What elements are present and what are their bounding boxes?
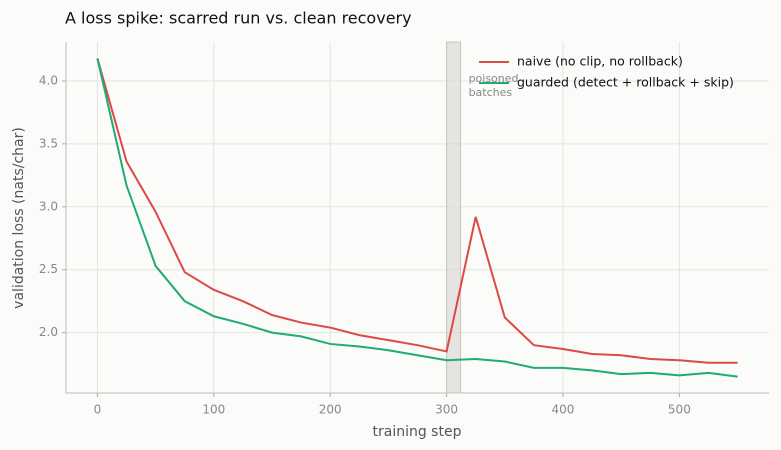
x-tick-label: 100 <box>202 403 225 417</box>
x-axis-label: training step <box>373 424 462 440</box>
x-tick-label: 0 <box>94 403 102 417</box>
x-tick-label: 200 <box>319 403 342 417</box>
y-tick-label: 2.5 <box>39 262 58 276</box>
y-tick-label: 3.5 <box>39 136 58 150</box>
y-axis-label: validation loss (nats/char) <box>11 127 27 309</box>
series-line <box>96 58 738 378</box>
x-tick-label: 300 <box>435 403 458 417</box>
legend-label: guarded (detect + rollback + skip) <box>517 75 734 90</box>
shade-label: batches <box>469 86 513 99</box>
y-tick-label: 4.0 <box>39 74 58 88</box>
series-line <box>96 58 738 364</box>
shade-label: poisoned <box>469 72 519 85</box>
y-tick-label: 2.0 <box>39 325 58 339</box>
x-tick-label: 400 <box>552 403 575 417</box>
chart-title: A loss spike: scarred run vs. clean reco… <box>65 9 412 28</box>
x-tick-label: 500 <box>668 403 691 417</box>
y-tick-label: 3.0 <box>39 199 58 213</box>
legend-label: naive (no clip, no rollback) <box>517 54 683 69</box>
